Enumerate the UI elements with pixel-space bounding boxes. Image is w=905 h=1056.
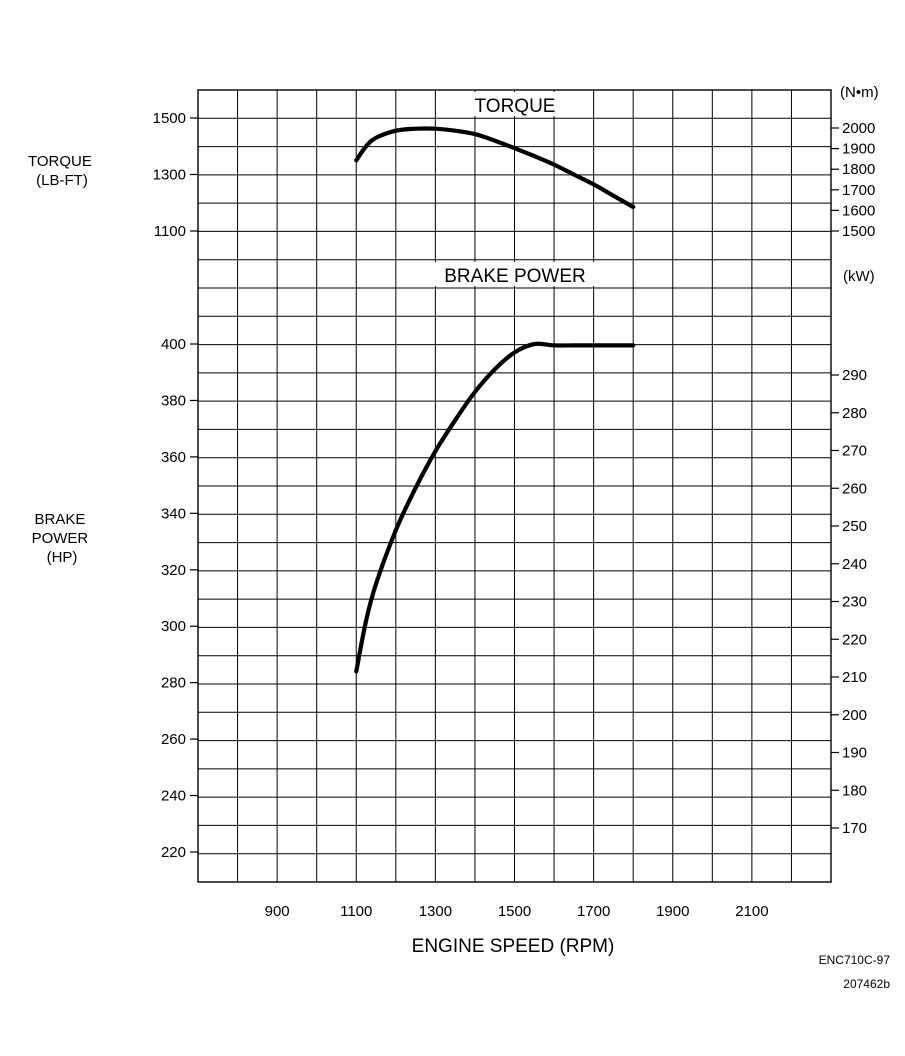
left-tick-label: 1500 [153,110,186,127]
x-tick-label: 1300 [419,903,452,920]
right-tick-label: 230 [842,594,867,611]
torque-axis-label: TORQUE (LB-FT) [28,153,96,189]
torque-panel-title: TORQUE [475,96,556,117]
right-tick-label: 240 [842,556,867,573]
brake-power-curve [354,341,636,674]
left-tick-label: 340 [161,505,186,522]
grid-lines [198,90,831,882]
power-axis-label-line: BRAKE [34,511,85,528]
torque-curve [354,126,636,210]
right-tick-label: 260 [842,480,867,497]
torque-title-bg [465,92,565,116]
right-tick-label: 210 [842,669,867,686]
plot-frame [197,89,832,883]
brake-power-panel-title: BRAKE POWER [444,266,585,287]
x-tick-label: 1900 [656,903,689,920]
left-tick-label: 240 [161,788,186,805]
right-tick-label: 1700 [842,182,875,199]
curves [354,126,636,674]
right-tick-label: 190 [842,745,867,762]
left-tick-label: 400 [161,336,186,353]
torque-axis-label-line: (LB-FT) [36,172,88,189]
left-tick-label: 1100 [154,223,186,240]
right-tick-label: 220 [842,631,867,648]
document-code-line1: ENC710C-97 [819,953,891,967]
right-tick-label: 180 [842,782,867,799]
torque-axis-label-line: TORQUE [28,153,92,170]
right-tick-label: 1600 [842,202,875,219]
right-tick-label: 280 [842,405,867,422]
right-tick-label: 200 [842,707,867,724]
power-axis-label-line: POWER [32,530,89,547]
power-right-unit: (kW) [843,268,875,285]
right-tick-label: 250 [842,518,867,535]
torque-right-unit: (N•m) [840,84,879,101]
power-axis-label-line: (HP) [47,549,78,566]
document-code-line2: 207462b [843,977,890,991]
left-tick-label: 1300 [153,167,186,184]
x-axis-label: ENGINE SPEED (RPM) [412,936,615,957]
x-tick-label: 1100 [340,903,372,920]
right-tick-label: 2000 [842,120,875,137]
right-tick-label: 1500 [842,223,875,240]
left-tick-label: 280 [161,675,186,692]
power-axis-label: BRAKE POWER (HP) [32,511,93,566]
left-tick-label: 360 [161,449,186,466]
x-tick-label: 1700 [577,903,610,920]
right-tick-label: 1900 [842,141,875,158]
left-tick-label: 260 [161,731,186,748]
tick-labels: 900 1100 1300 1500 1700 1900 2100 1100 1300 1500 1… [153,110,876,920]
x-tick-label: 2100 [735,903,768,920]
right-tick-label: 270 [842,443,867,460]
left-tick-label: 320 [161,562,186,579]
right-tick-label: 1800 [842,161,875,178]
right-tick-label: 290 [842,367,867,384]
left-tick-label: 300 [161,618,186,635]
right-tick-label: 170 [842,820,867,837]
left-tick-label: 220 [161,844,186,861]
left-tick-label: 380 [161,392,186,409]
x-tick-label: 900 [265,903,290,920]
x-tick-label: 1500 [498,903,531,920]
brake-power-title-bg [430,262,600,286]
